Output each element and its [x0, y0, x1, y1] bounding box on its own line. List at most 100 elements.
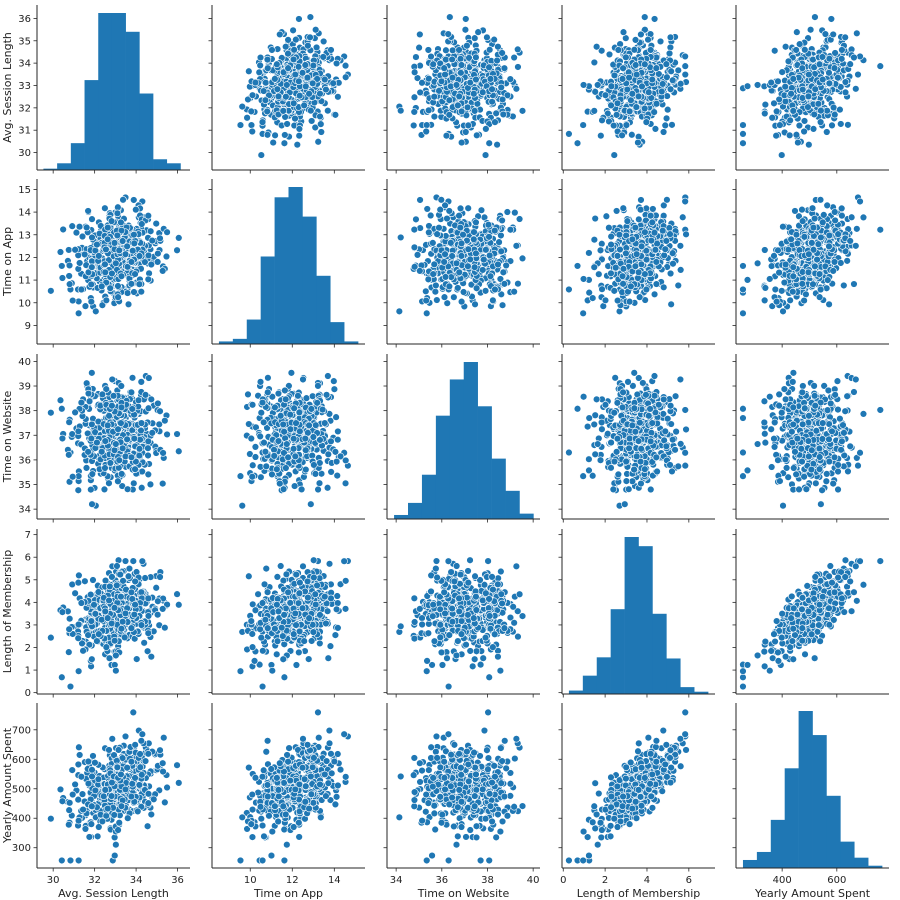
scatter-point	[649, 205, 657, 213]
scatter-point	[761, 109, 769, 118]
scatter-point	[761, 284, 770, 292]
scatter-point	[829, 103, 838, 112]
scatter-point	[82, 464, 91, 472]
scatter-point	[616, 245, 624, 254]
scatter-point	[108, 375, 116, 384]
scatter-point	[802, 290, 810, 299]
scatter-point	[85, 397, 94, 405]
scatter-point	[853, 225, 861, 233]
scatter-point	[787, 235, 795, 243]
scatter-point	[429, 239, 437, 247]
scatter-point	[316, 89, 324, 98]
scatter-point	[666, 269, 675, 278]
scatter-point	[263, 55, 272, 64]
scatter-point	[108, 269, 116, 278]
scatter-point	[618, 131, 626, 140]
scatter-point	[146, 227, 155, 235]
histogram-bar	[139, 93, 154, 170]
scatter-point	[607, 269, 615, 278]
scatter-point	[618, 75, 627, 83]
scatter-point	[810, 214, 819, 223]
scatter-point	[441, 250, 449, 258]
y-tick-label: 30	[18, 148, 31, 159]
histogram-bar	[153, 159, 168, 170]
scatter-point	[669, 76, 677, 84]
scatter-point	[500, 280, 509, 288]
scatter-point	[660, 283, 668, 292]
scatter-point	[739, 139, 747, 147]
scatter-point	[117, 403, 126, 412]
scatter-point	[302, 394, 311, 402]
scatter-point	[236, 121, 245, 129]
scatter-point	[659, 226, 667, 235]
scatter-point	[622, 53, 630, 62]
scatter-point	[631, 262, 640, 270]
scatter-point	[446, 13, 454, 21]
scatter-point	[590, 236, 599, 244]
scatter-point	[332, 59, 341, 68]
scatter-point	[56, 248, 65, 256]
scatter-point	[497, 83, 505, 92]
scatter-point	[447, 239, 455, 247]
scatter-point	[82, 223, 91, 232]
scatter-point	[156, 407, 164, 415]
scatter-point	[805, 250, 813, 258]
scatter-point	[455, 46, 463, 54]
scatter-point	[440, 293, 449, 301]
scatter-point	[84, 448, 92, 456]
scatter-point	[295, 77, 303, 86]
scatter-point	[135, 280, 144, 288]
scatter-point	[632, 103, 641, 111]
scatter-point	[427, 52, 435, 61]
scatter-point	[681, 70, 689, 79]
scatter-point	[418, 79, 426, 87]
scatter-point	[422, 127, 430, 136]
scatter-point	[456, 204, 465, 213]
scatter-point	[495, 238, 503, 246]
scatter-point	[482, 125, 490, 133]
scatter-point	[565, 285, 573, 294]
scatter-point	[65, 261, 74, 270]
scatter-point	[565, 130, 573, 138]
scatter-point	[846, 60, 854, 68]
scatter-point	[811, 13, 819, 21]
scatter-point	[579, 309, 587, 318]
scatter-point	[109, 392, 118, 400]
scatter-point	[518, 107, 527, 115]
scatter-point	[88, 215, 96, 223]
scatter-point	[592, 43, 601, 51]
scatter-point	[786, 296, 794, 304]
scatter-point	[667, 300, 675, 309]
scatter-point	[273, 60, 281, 68]
scatter-point	[642, 118, 651, 126]
scatter-point	[255, 68, 263, 76]
panel-1-1	[208, 179, 365, 348]
scatter-point	[590, 58, 599, 67]
scatter-point	[308, 79, 317, 88]
scatter-point	[594, 81, 602, 89]
scatter-point	[666, 43, 675, 52]
scatter-point	[479, 266, 487, 274]
scatter-point	[834, 74, 842, 82]
scatter-point	[409, 121, 418, 130]
scatter-point	[330, 377, 338, 385]
scatter-point	[841, 78, 850, 86]
scatter-point	[102, 245, 110, 254]
scatter-point	[573, 139, 582, 147]
scatter-point	[805, 70, 813, 79]
scatter-point	[448, 46, 457, 55]
panel-1-4	[732, 179, 889, 348]
scatter-point	[248, 127, 256, 136]
scatter-point	[429, 60, 437, 68]
scatter-point	[430, 93, 438, 101]
scatter-point	[423, 309, 431, 318]
scatter-point	[238, 102, 246, 111]
scatter-point	[470, 228, 478, 236]
scatter-point	[117, 419, 125, 427]
scatter-point	[838, 46, 846, 54]
scatter-point	[251, 443, 260, 451]
scatter-point	[144, 404, 153, 412]
scatter-point	[144, 251, 153, 260]
scatter-point	[291, 114, 299, 123]
scatter-point	[306, 33, 314, 42]
